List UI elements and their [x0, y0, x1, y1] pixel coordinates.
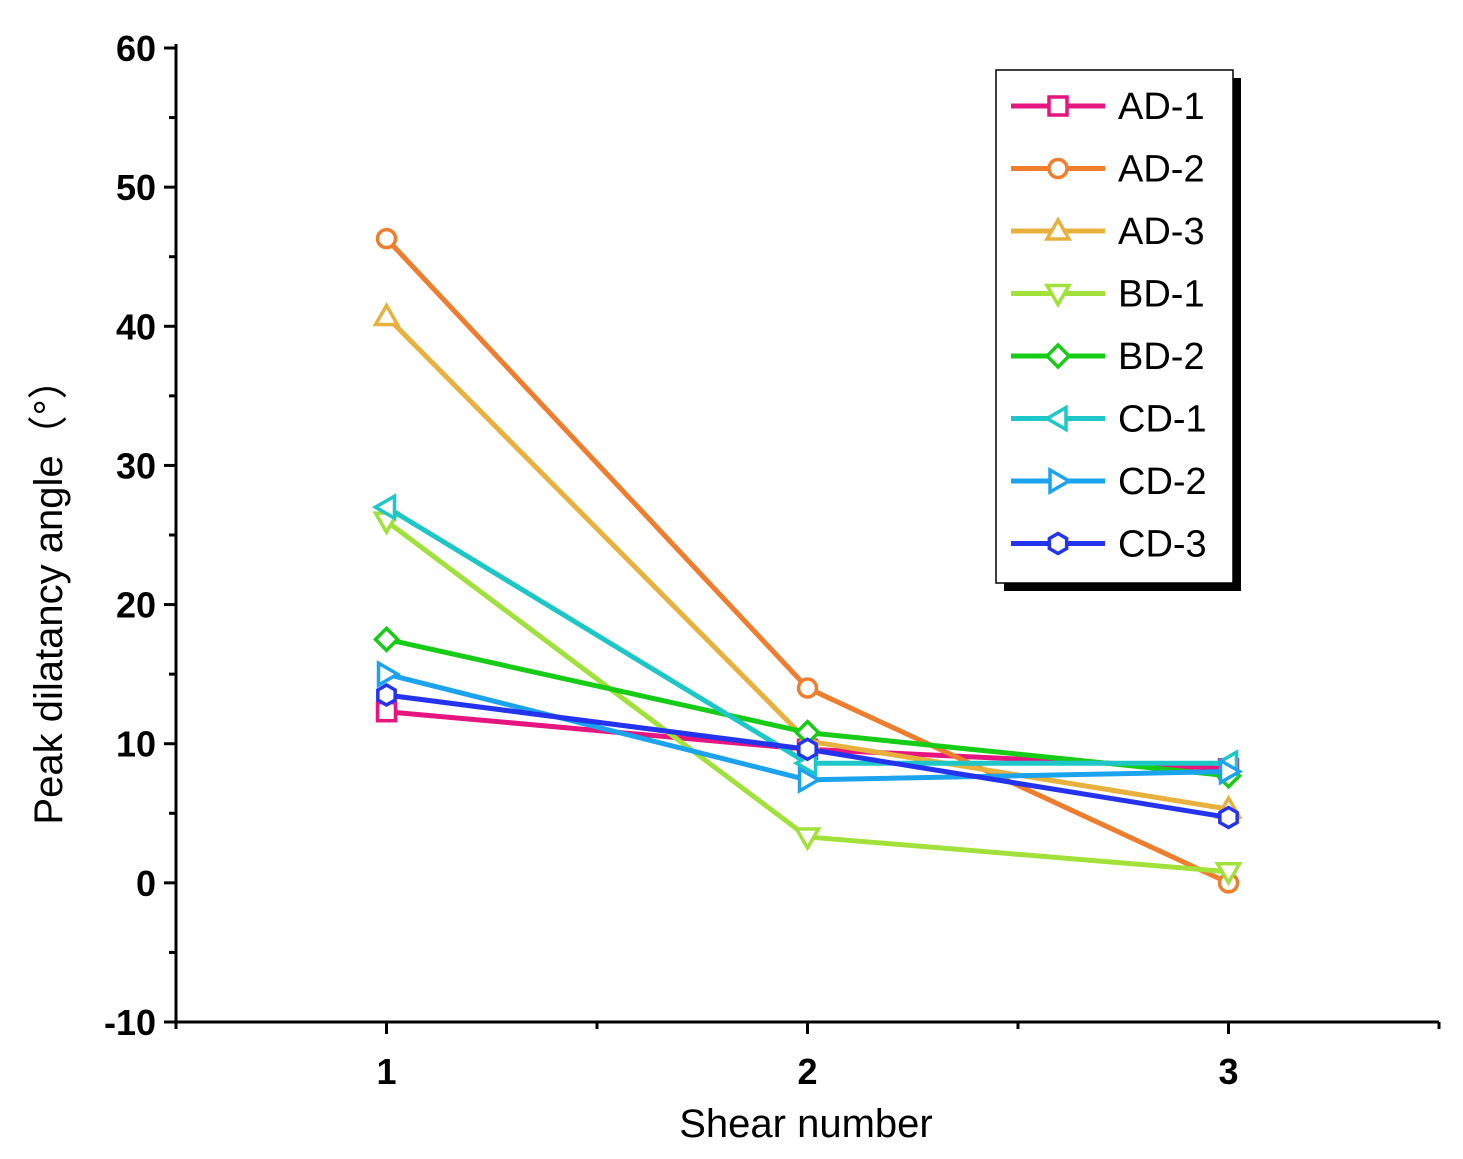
legend-label-ad-1: AD-1 — [1118, 86, 1205, 128]
data-point-cd-3-3 — [1218, 805, 1239, 830]
data-point-cd-3-1 — [376, 682, 397, 708]
legend-item-ad-1: AD-1 — [1011, 86, 1205, 128]
data-point-ad-2-2 — [796, 677, 819, 699]
y-tick-label: 10 — [116, 724, 156, 765]
legend-marker-bd-2 — [1044, 342, 1072, 370]
legend-label-cd-3: CD-3 — [1118, 524, 1207, 566]
legend-item-cd-2: CD-2 — [1011, 461, 1207, 503]
legend-label-bd-2: BD-2 — [1118, 336, 1205, 378]
legend-item-bd-1: BD-1 — [1011, 274, 1205, 316]
legend-item-ad-2: AD-2 — [1011, 149, 1205, 191]
legend-item-ad-3: AD-3 — [1011, 211, 1205, 253]
y-tick-label: 50 — [116, 167, 156, 208]
y-tick-label: 40 — [116, 306, 156, 347]
legend-label-bd-1: BD-1 — [1118, 274, 1205, 316]
data-point-ad-3-1 — [372, 302, 401, 327]
legend-marker-cd-1 — [1043, 404, 1068, 433]
y-axis-title: Peak dilatancy angle（°） — [27, 359, 71, 824]
x-tick-label: 2 — [797, 1051, 817, 1092]
data-point-ad-2-1 — [375, 227, 398, 250]
data-point-cd-2-1 — [376, 660, 401, 689]
data-point-cd-2-2 — [797, 765, 822, 794]
data-point-cd-1-1 — [372, 493, 397, 522]
x-tick-label: 3 — [1218, 1051, 1238, 1092]
legend-item-cd-3: CD-3 — [1011, 524, 1207, 566]
x-axis-title: Shear number — [679, 1102, 932, 1146]
legend-box — [995, 69, 1234, 584]
y-tick-label: 20 — [116, 585, 156, 626]
legend-marker-cd-3 — [1047, 531, 1069, 556]
legend: AD-1 AD-2 AD-3 BD-1 BD-2 CD-1 CD-2 CD-3 — [995, 69, 1241, 591]
y-tick-label: 60 — [116, 28, 156, 69]
series-cd-2 — [376, 660, 1243, 794]
series-ad-2 — [375, 227, 1240, 894]
data-point-bd-1-3 — [1214, 861, 1243, 887]
legend-marker-ad-2 — [1047, 157, 1069, 180]
series-cd-3 — [376, 682, 1239, 830]
axes: -10 0 10 20 30 40 50 60 1 2 3 — [104, 28, 1441, 1092]
series-layer — [372, 227, 1243, 894]
data-point-bd-1-2 — [793, 827, 822, 852]
legend-label-ad-3: AD-3 — [1118, 211, 1205, 253]
x-tick-label: 1 — [376, 1051, 396, 1092]
data-point-cd-3-2 — [797, 737, 818, 762]
series-bd-1 — [372, 511, 1243, 887]
y-tick-label: -10 — [104, 1002, 156, 1043]
legend-label-cd-1: CD-1 — [1118, 399, 1207, 441]
legend-label-cd-2: CD-2 — [1118, 461, 1207, 503]
legend-label-ad-2: AD-2 — [1118, 149, 1205, 191]
data-point-bd-2-1 — [373, 625, 400, 653]
y-tick-label: 30 — [116, 445, 156, 486]
legend-marker-cd-2 — [1048, 466, 1073, 496]
legend-item-cd-1: CD-1 — [1011, 399, 1207, 441]
legend-item-bd-2: BD-2 — [1011, 336, 1205, 378]
data-point-cd-2-3 — [1218, 757, 1243, 786]
y-tick-label: 0 — [136, 863, 156, 904]
legend-marker-bd-1 — [1043, 283, 1073, 308]
legend-marker-ad-1 — [1047, 95, 1069, 117]
legend-marker-ad-3 — [1043, 216, 1073, 241]
